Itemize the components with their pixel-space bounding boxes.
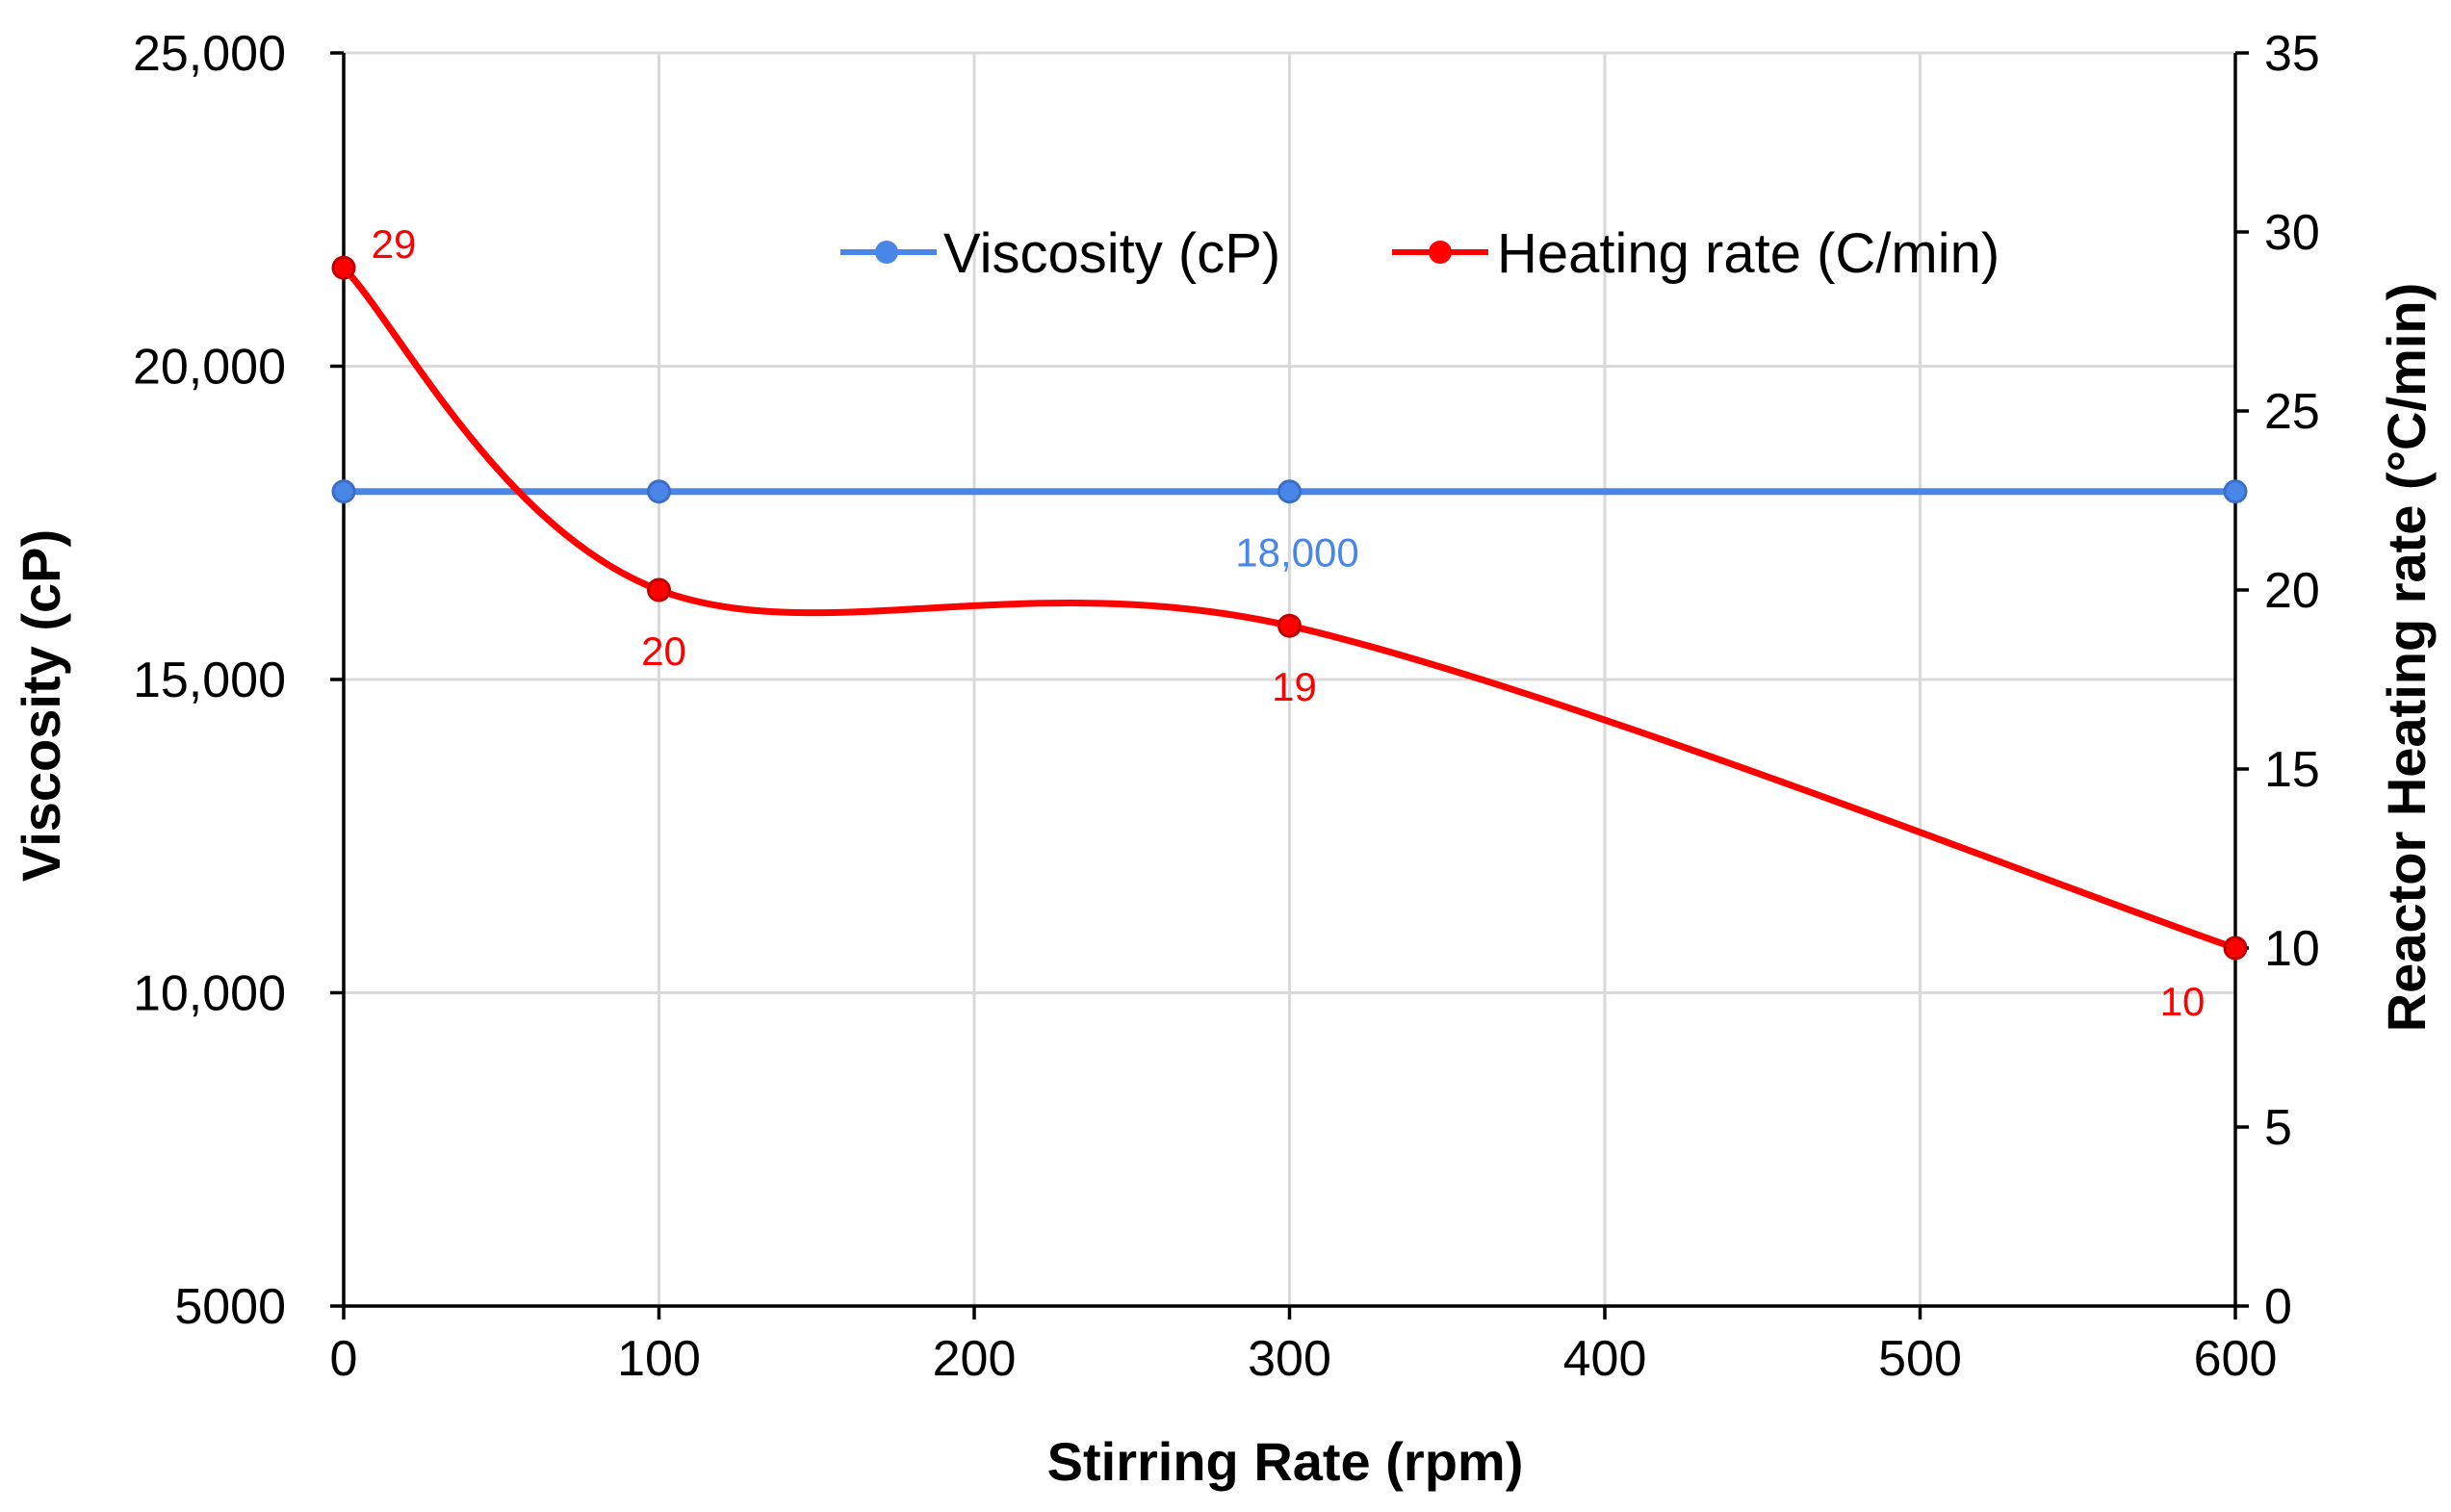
heating-rate-data-label-100: 20 xyxy=(641,628,686,674)
heating-rate-data-label-0: 29 xyxy=(372,221,417,267)
series-lines xyxy=(331,255,2248,961)
x-tick-label-0: 0 xyxy=(330,1331,358,1387)
viscosity-point-100 xyxy=(647,479,671,504)
data-labels: 18,000 29 20 19 10 xyxy=(372,221,2206,1024)
y-tick-label-15000: 15,000 xyxy=(133,653,286,708)
x-axis-title: Stirring Rate (rpm) xyxy=(1047,1431,1524,1492)
viscosity-data-label-300: 18,000 xyxy=(1235,530,1358,576)
y-tick-label-10000: 10,000 xyxy=(133,966,286,1022)
y-tick-label-25000: 25,000 xyxy=(133,26,286,82)
y-axis-title: Viscosity (cP) xyxy=(11,529,71,882)
heating-rate-point-100 xyxy=(647,577,671,602)
legend-viscosity-marker xyxy=(875,241,898,264)
x-tick-label-600: 600 xyxy=(2194,1331,2278,1387)
gridlines xyxy=(344,51,2235,1306)
heating-rate-data-label-300: 19 xyxy=(1272,664,1317,709)
y-tick-label-20000: 20,000 xyxy=(133,340,286,396)
y2-tick-label-15: 15 xyxy=(2264,742,2320,798)
viscosity-point-300 xyxy=(1277,479,1302,504)
y2-tick-label-25: 25 xyxy=(2264,384,2320,440)
tick-labels: 0 100 200 300 400 500 600500010,00015,00020,00… xyxy=(133,26,2320,1387)
y2-tick-label-5: 5 xyxy=(2264,1100,2292,1156)
legend-viscosity-label: Viscosity (cP) xyxy=(943,222,1280,285)
y2-tick-label-35: 35 xyxy=(2264,26,2320,82)
y2-tick-label-30: 30 xyxy=(2264,205,2320,261)
viscosity-point-0 xyxy=(331,479,356,504)
heating-rate-point-0 xyxy=(331,255,356,280)
y2-axis-title: Reactor Heating rate (°C/min) xyxy=(2376,283,2437,1033)
x-tick-label-400: 400 xyxy=(1563,1331,1647,1387)
x-tick-label-200: 200 xyxy=(933,1331,1017,1387)
legend-heating-rate-label: Heating rate (C/min) xyxy=(1497,222,2000,285)
x-tick-label-300: 300 xyxy=(1248,1331,1331,1387)
heating-rate-point-600 xyxy=(2223,935,2248,961)
y2-tick-label-10: 10 xyxy=(2264,921,2320,977)
heating-rate-line xyxy=(341,265,2237,952)
legend: Viscosity (cP) Heating rate (C/min) xyxy=(840,222,2000,285)
heating-rate-point-300 xyxy=(1277,613,1302,638)
heating-rate-data-label-600: 10 xyxy=(2160,979,2206,1024)
y2-tick-label-0: 0 xyxy=(2264,1279,2292,1335)
y-tick-label-5000: 5000 xyxy=(174,1279,286,1335)
x-tick-label-100: 100 xyxy=(617,1331,701,1387)
x-tick-label-500: 500 xyxy=(1878,1331,1962,1387)
viscosity-point-600 xyxy=(2223,479,2248,504)
y2-tick-label-20: 20 xyxy=(2264,563,2320,619)
legend-heating-rate-marker xyxy=(1429,241,1452,264)
